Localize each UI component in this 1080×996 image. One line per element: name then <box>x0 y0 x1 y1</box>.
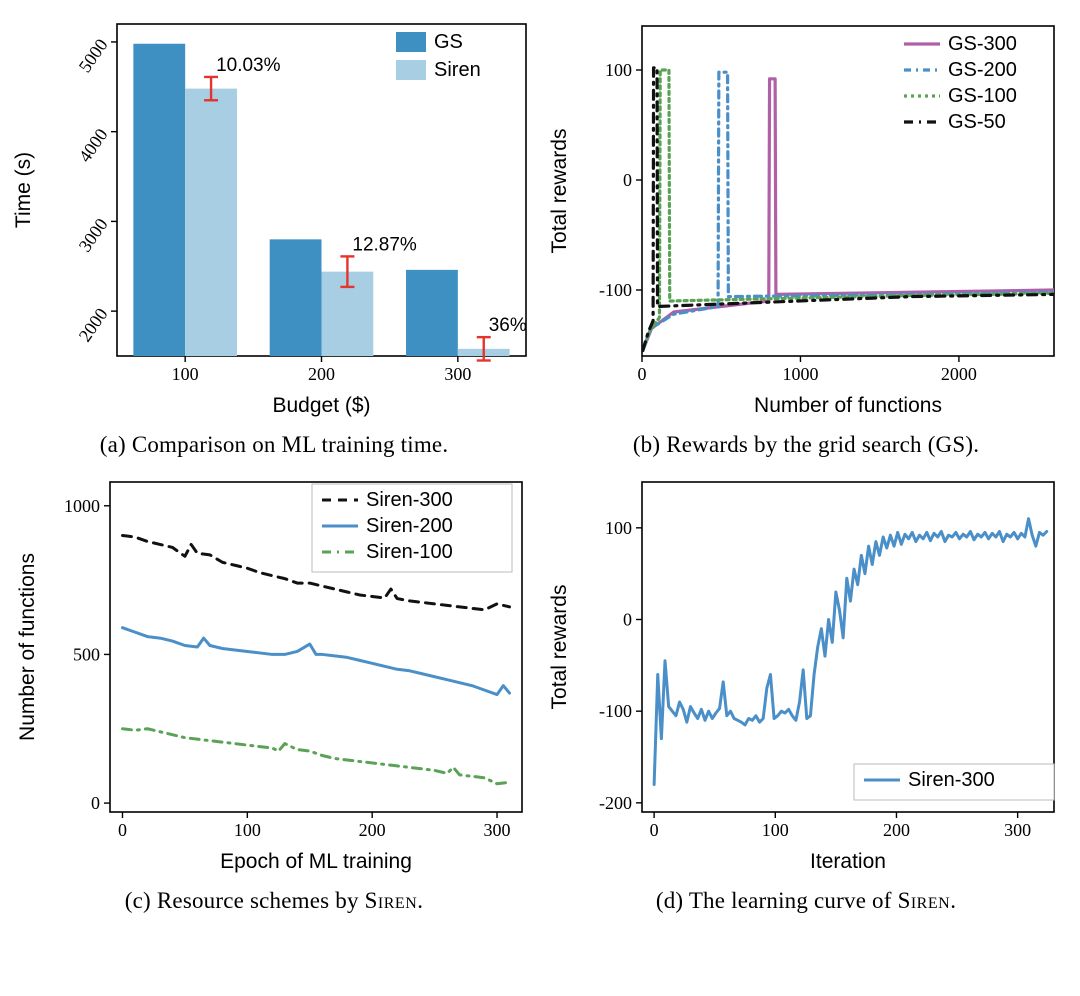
svg-text:Epoch of ML training: Epoch of ML training <box>220 850 412 873</box>
svg-text:Siren-200: Siren-200 <box>366 515 453 537</box>
svg-text:GS: GS <box>434 31 463 53</box>
chart-b: 0 1000 2000 -100 0 100 Number of functions Tota… <box>544 12 1068 426</box>
svg-text:1000: 1000 <box>64 496 100 516</box>
svg-text:GS-300: GS-300 <box>948 33 1017 55</box>
chart-d: 0 100 200 300 -200 -100 0 100 Iteration Total rew… <box>544 468 1068 882</box>
svg-text:1000: 1000 <box>782 364 818 384</box>
svg-text:2000: 2000 <box>75 304 112 345</box>
caption-c-sc: Siren <box>365 888 418 913</box>
caption-a: (a) Comparison on ML training time. <box>12 432 536 458</box>
caption-d-prefix: (d) <box>656 888 683 913</box>
panel-a: 2000 3000 4000 5000 Time (s) 10.03% 100 12.87% 2… <box>12 12 536 458</box>
svg-text:300: 300 <box>444 364 471 384</box>
svg-text:Siren-300: Siren-300 <box>908 769 995 791</box>
svg-text:Total rewards: Total rewards <box>548 129 571 254</box>
svg-text:GS-100: GS-100 <box>948 85 1017 107</box>
caption-a-text: Comparison on ML training time. <box>132 432 448 457</box>
svg-text:Number of functions: Number of functions <box>754 394 942 417</box>
caption-d-text1: The learning curve of <box>689 888 898 913</box>
svg-text:200: 200 <box>883 820 910 840</box>
svg-text:0: 0 <box>91 793 100 813</box>
chart-c: 0 100 200 300 0 500 1000 Epoch of ML training Nu… <box>12 468 536 882</box>
svg-text:0: 0 <box>623 170 632 190</box>
caption-d-text2: . <box>950 888 956 913</box>
svg-text:100: 100 <box>605 60 632 80</box>
svg-text:Siren-100: Siren-100 <box>366 541 453 563</box>
svg-text:0: 0 <box>118 820 127 840</box>
caption-b-prefix: (b) <box>633 432 660 457</box>
svg-text:300: 300 <box>484 820 511 840</box>
svg-text:Iteration: Iteration <box>810 850 886 873</box>
caption-b: (b) Rewards by the grid search (GS). <box>544 432 1068 458</box>
caption-c-prefix: (c) <box>125 888 151 913</box>
caption-c: (c) Resource schemes by Siren. <box>12 888 536 914</box>
panel-d: 0 100 200 300 -200 -100 0 100 Iteration Total rew… <box>544 468 1068 914</box>
svg-text:200: 200 <box>359 820 386 840</box>
svg-text:0: 0 <box>623 610 632 630</box>
caption-d: (d) The learning curve of Siren. <box>544 888 1068 914</box>
panel-b: 0 1000 2000 -100 0 100 Number of functions Tota… <box>544 12 1068 458</box>
svg-text:5000: 5000 <box>75 35 112 76</box>
caption-b-text: Rewards by the grid search (GS). <box>666 432 979 457</box>
svg-text:GS-50: GS-50 <box>948 111 1006 133</box>
svg-text:100: 100 <box>605 518 632 538</box>
caption-c-text2: . <box>417 888 423 913</box>
svg-text:300: 300 <box>1004 820 1031 840</box>
svg-text:Siren: Siren <box>434 59 481 81</box>
svg-text:-200: -200 <box>599 793 632 813</box>
svg-text:0: 0 <box>638 364 647 384</box>
panel-c: 0 100 200 300 0 500 1000 Epoch of ML training Nu… <box>12 468 536 914</box>
svg-text:100: 100 <box>234 820 261 840</box>
svg-text:100: 100 <box>172 364 199 384</box>
caption-d-sc: Siren <box>898 888 951 913</box>
svg-text:-100: -100 <box>599 280 632 300</box>
svg-text:10.03%: 10.03% <box>216 55 281 76</box>
chart-a: 2000 3000 4000 5000 Time (s) 10.03% 100 12.87% 2… <box>12 12 536 426</box>
svg-text:4000: 4000 <box>75 125 112 166</box>
svg-text:Budget ($): Budget ($) <box>272 394 370 417</box>
svg-text:500: 500 <box>73 644 100 664</box>
svg-text:-100: -100 <box>599 701 632 721</box>
caption-a-prefix: (a) <box>100 432 126 457</box>
svg-text:Total rewards: Total rewards <box>548 585 571 710</box>
svg-text:Siren-300: Siren-300 <box>366 489 453 511</box>
caption-c-text1: Resource schemes by <box>157 888 365 913</box>
svg-text:Number of functions: Number of functions <box>16 553 39 741</box>
svg-text:Time (s): Time (s) <box>12 152 35 228</box>
svg-text:GS-200: GS-200 <box>948 59 1017 81</box>
svg-text:0: 0 <box>650 820 659 840</box>
svg-text:12.87%: 12.87% <box>352 234 417 255</box>
svg-text:200: 200 <box>308 364 335 384</box>
figure-grid: 2000300040005000Time (s)10.03%10012.87%2… <box>12 12 1068 914</box>
svg-text:100: 100 <box>762 820 789 840</box>
svg-text:2000: 2000 <box>941 364 977 384</box>
svg-text:36%: 36% <box>489 315 527 336</box>
svg-text:3000: 3000 <box>75 215 112 256</box>
